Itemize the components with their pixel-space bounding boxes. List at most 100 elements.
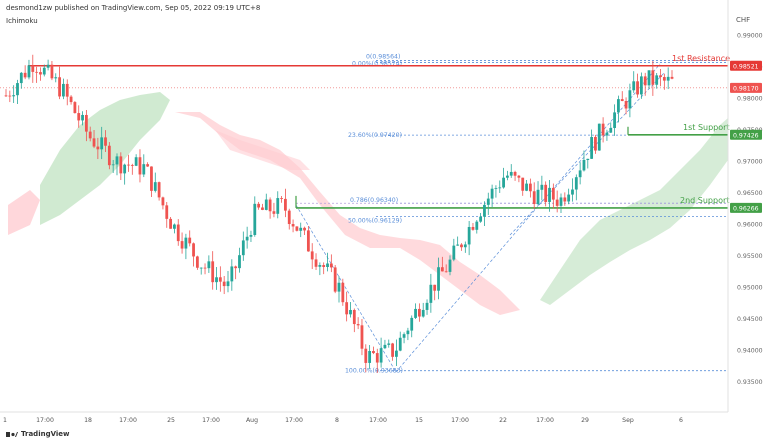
candle-body [35,71,39,73]
candle-body [421,309,425,317]
candle-body [161,197,165,206]
candle-body [437,267,440,291]
y-tick-label: 0.93500 [737,379,763,386]
candle-body [624,101,628,109]
x-tick-label: 17:00 [536,417,554,424]
candle-body [670,76,674,79]
candle-body [513,171,517,176]
candle-body [345,302,349,315]
candle-body [180,241,184,249]
candle-body [525,183,528,191]
candle-body [119,156,123,174]
fib-label-786: 0.786(0.96340) [350,197,398,204]
y-tick-label: 0.97000 [737,159,763,166]
currency-label: CHF [736,16,751,24]
candle-body [303,227,306,231]
candle-body [383,344,387,349]
candle-body [276,198,280,214]
candle-body [176,224,180,242]
candle-body [62,83,65,97]
candle-body [567,194,571,202]
candle-body [58,77,61,97]
candle-body [643,76,647,86]
candle-body [318,265,322,267]
x-tick-label: 29 [581,417,589,424]
x-tick-label: 15 [415,417,423,424]
candle-body [245,236,249,241]
candle-body [528,183,532,192]
candle-body [375,353,379,363]
y-tick-label: 0.96000 [737,222,763,229]
candle-body [287,210,291,225]
candle-body [211,261,215,283]
brand-name: TradingView [21,430,70,438]
support-2-label: 2nd Support [680,196,729,205]
candle-body [329,263,333,268]
candle-body [184,237,188,249]
candle-body [410,317,414,331]
candle-body [138,157,142,175]
candle-body [632,81,636,91]
fib-label-100: 100.00%(0.93683) [345,368,403,375]
x-tick-label: 6 [679,417,683,424]
candle-body [398,337,402,351]
candle-body [326,263,329,268]
price-tag-resistance [730,60,762,71]
fib-label-50: 50.00%(0.96129) [348,218,402,225]
ichimoku-cloud-bullish [540,118,728,305]
tradingview-logo[interactable]: TradingView [6,430,70,438]
price-tag-support-2 [730,202,762,213]
candle-body [490,188,494,199]
candle-body [188,237,192,244]
candle-body [157,182,161,198]
candle-body [571,189,574,195]
ichimoku-cloud-bearish [8,190,40,235]
ichimoku-cloud-bearish [175,112,520,315]
x-tick-label: 25 [167,417,175,424]
candle-body [590,136,594,159]
candle-body [636,81,639,95]
candle-body [253,203,257,235]
candle-body [448,259,452,272]
price-tag-resistance-text: 0.98521 [733,63,759,70]
candle-body [27,65,31,78]
candle-body [46,64,50,68]
candle-body [207,261,211,269]
candle-body [582,160,586,171]
candle-body [666,76,670,81]
y-tick-label: 0.95500 [737,253,763,260]
trend-line [295,204,397,373]
candle-body [222,281,226,287]
candle-body [540,184,544,190]
x-tick-label: 18 [84,417,92,424]
indicator-label[interactable]: Ichimoku [6,17,38,25]
fib-label-0-pct: 0.00%(0.98574) [352,60,402,67]
candle-body [463,244,467,248]
candle-body [356,324,360,326]
x-tick-label: 17:00 [285,417,303,424]
candle-body [456,244,460,246]
candle-body [195,256,199,268]
candle-body [215,277,218,283]
candle-body [104,137,107,146]
fib-label-236: 23.60%(0.97420) [348,132,402,139]
candle-body [333,267,337,292]
publish-line: desmond1zw published on TradingView.com,… [6,4,261,12]
candle-body [238,255,241,269]
candle-body [655,75,659,85]
candle-body [364,348,368,363]
candle-body [551,187,555,200]
candle-body [8,95,12,97]
candle-body [50,64,54,79]
candle-body [96,146,100,150]
candle-body [123,164,127,174]
candle-body [601,123,605,136]
candle-body [440,267,444,272]
candle-body [578,170,582,178]
candle-body [153,182,157,191]
candle-body [169,218,172,229]
candle-body [150,166,153,191]
candle-body [574,177,578,190]
candle-body [73,102,77,114]
